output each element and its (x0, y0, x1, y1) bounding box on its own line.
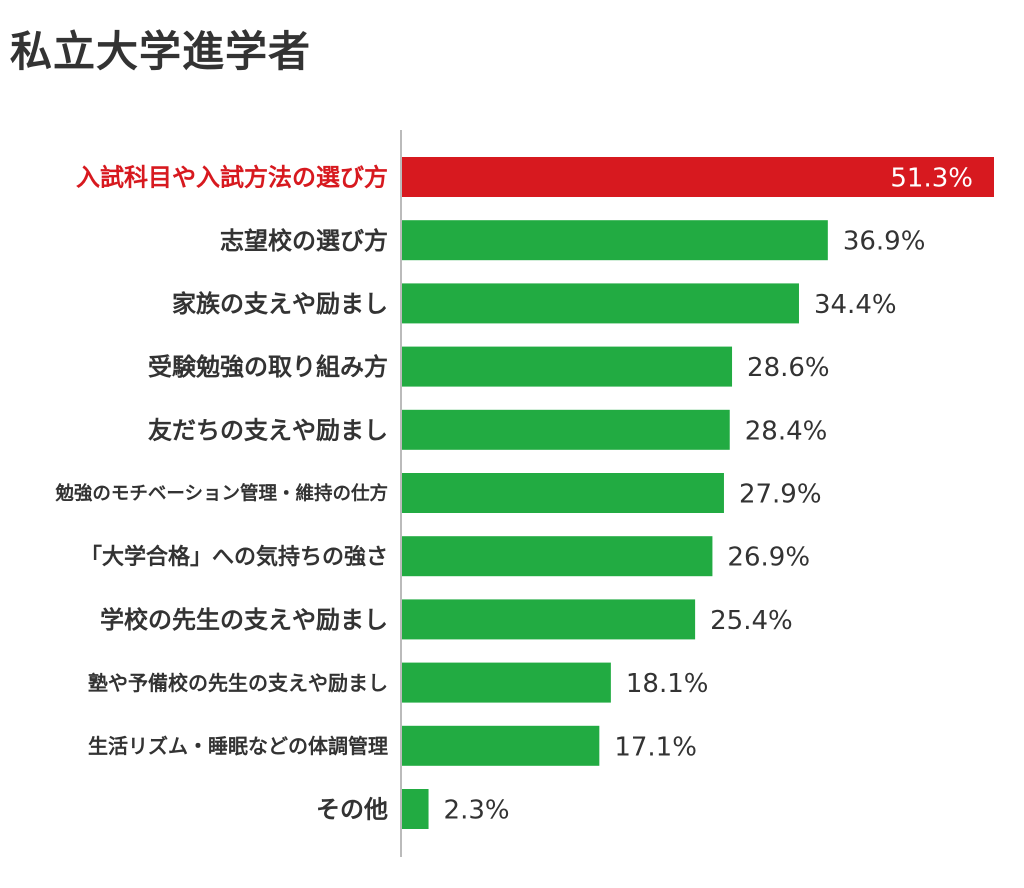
category-label: その他 (316, 796, 388, 824)
data-label: 27.9% (739, 480, 822, 510)
data-label: 26.9% (727, 543, 810, 573)
category-label: 学校の先生の支えや励まし (100, 606, 388, 634)
category-label: 入試科目や入試方法の選び方 (76, 164, 388, 192)
category-label: 塾や予備校の先生の支えや励まし (88, 671, 388, 695)
chart-title: 私立大学進学者 (10, 27, 312, 76)
data-label: 25.4% (710, 606, 793, 636)
bar (402, 599, 696, 640)
category-label: 志望校の選び方 (220, 227, 388, 255)
bar (402, 662, 611, 703)
data-label: 18.1% (626, 669, 709, 699)
bar (402, 220, 828, 261)
bar (402, 725, 600, 766)
category-label: 友だちの支えや励まし (148, 416, 388, 444)
bar (402, 536, 713, 577)
data-label: 28.4% (745, 416, 828, 446)
category-label: 勉強のモチベーション管理・維持の仕方 (54, 483, 388, 505)
category-label: 家族の支えや励まし (172, 290, 388, 318)
data-label: 17.1% (614, 732, 697, 762)
data-label: 34.4% (814, 290, 897, 320)
bar (402, 157, 994, 197)
bar (402, 346, 733, 387)
bar (402, 473, 724, 513)
bar (402, 409, 730, 450)
category-label: 受験勉強の取り組み方 (148, 353, 388, 381)
bar (402, 283, 799, 324)
category-label: 生活リズム・睡眠などの体調管理 (88, 734, 388, 758)
data-label: 51.3% (890, 164, 973, 194)
data-label: 2.3% (444, 796, 510, 826)
data-label: 36.9% (843, 227, 926, 257)
bar (402, 789, 429, 829)
data-label: 28.6% (747, 353, 830, 383)
category-label: 「大学合格」への気持ちの強さ (80, 544, 388, 570)
